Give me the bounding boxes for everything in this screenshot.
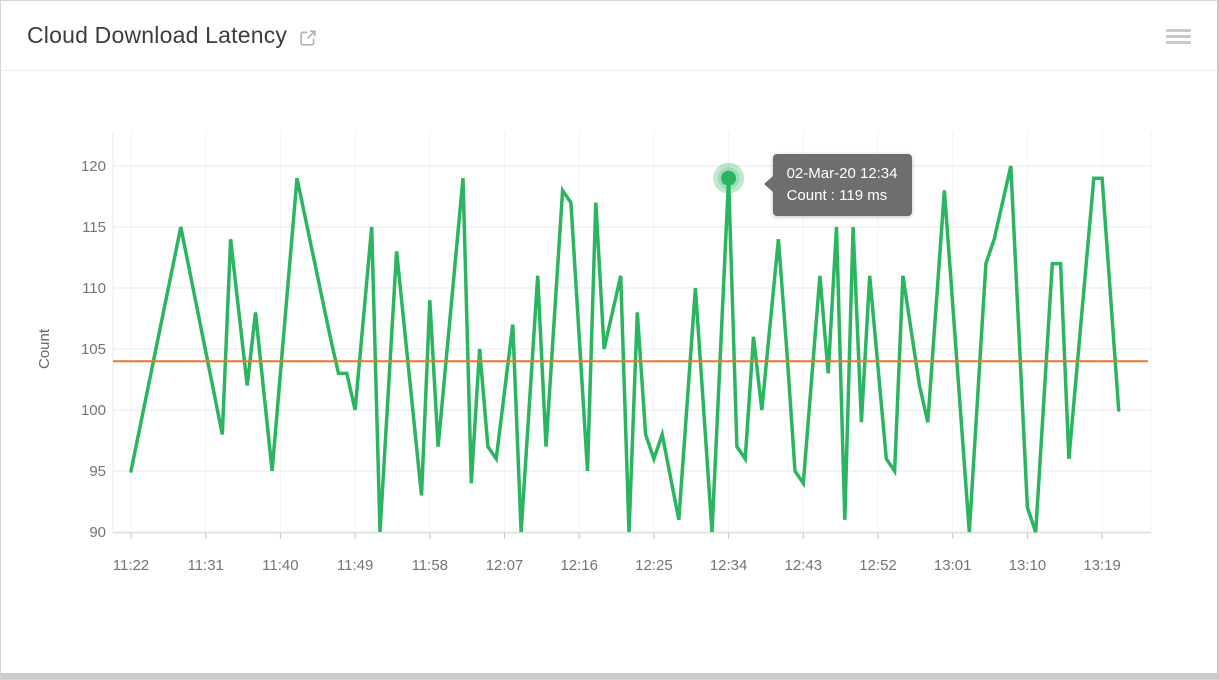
y-tick-label: 115 bbox=[82, 219, 106, 236]
widget-header: Cloud Download Latency bbox=[1, 1, 1217, 71]
x-tick-label: 12:07 bbox=[486, 557, 524, 574]
x-tick-label: 12:52 bbox=[859, 557, 897, 574]
x-tick-label: 11:49 bbox=[337, 557, 373, 574]
x-tick-label: 13:19 bbox=[1083, 557, 1121, 574]
latency-line-chart[interactable]: 90 95 100 105 110 115 120 11:22 11:31 11:40 11:49 1… bbox=[1, 81, 1219, 675]
x-tick-label: 12:16 bbox=[560, 557, 598, 574]
x-tick-label: 12:34 bbox=[710, 557, 748, 574]
y-tick-label: 110 bbox=[82, 280, 106, 297]
y-tick-label: 100 bbox=[81, 402, 106, 419]
tooltip-value: Count : 119 ms bbox=[786, 187, 888, 205]
latency-series-line[interactable] bbox=[129, 165, 1121, 533]
menu-icon[interactable] bbox=[1166, 29, 1191, 44]
bottom-edge-strip bbox=[1, 673, 1217, 679]
y-tick-label: 120 bbox=[81, 158, 106, 175]
x-tick-label: 11:40 bbox=[262, 557, 298, 574]
chart-tooltip: 02-Mar-20 12:34 Count : 119 ms bbox=[763, 154, 912, 217]
highlighted-point[interactable] bbox=[721, 170, 737, 186]
x-tick-label: 12:43 bbox=[785, 557, 823, 574]
y-tick-label: 90 bbox=[89, 524, 106, 541]
x-tick-label: 11:31 bbox=[187, 557, 223, 574]
x-tick-label: 13:10 bbox=[1009, 557, 1047, 574]
x-tick-label: 12:25 bbox=[635, 557, 673, 574]
x-tick-label: 11:58 bbox=[412, 557, 448, 574]
y-tick-label: 95 bbox=[89, 463, 106, 480]
chart-canvas[interactable]: 90 95 100 105 110 115 120 11:22 11:31 11:40 11:49 1… bbox=[1, 81, 1219, 675]
x-tick-label: 13:01 bbox=[934, 557, 972, 574]
widget-title: Cloud Download Latency bbox=[27, 22, 288, 48]
external-link-icon[interactable] bbox=[299, 29, 317, 47]
tooltip-timestamp: 02-Mar-20 12:34 bbox=[786, 165, 898, 183]
y-axis-title: Count bbox=[36, 328, 53, 369]
y-tick-label: 105 bbox=[81, 341, 106, 358]
x-tick-label: 11:22 bbox=[113, 557, 149, 574]
